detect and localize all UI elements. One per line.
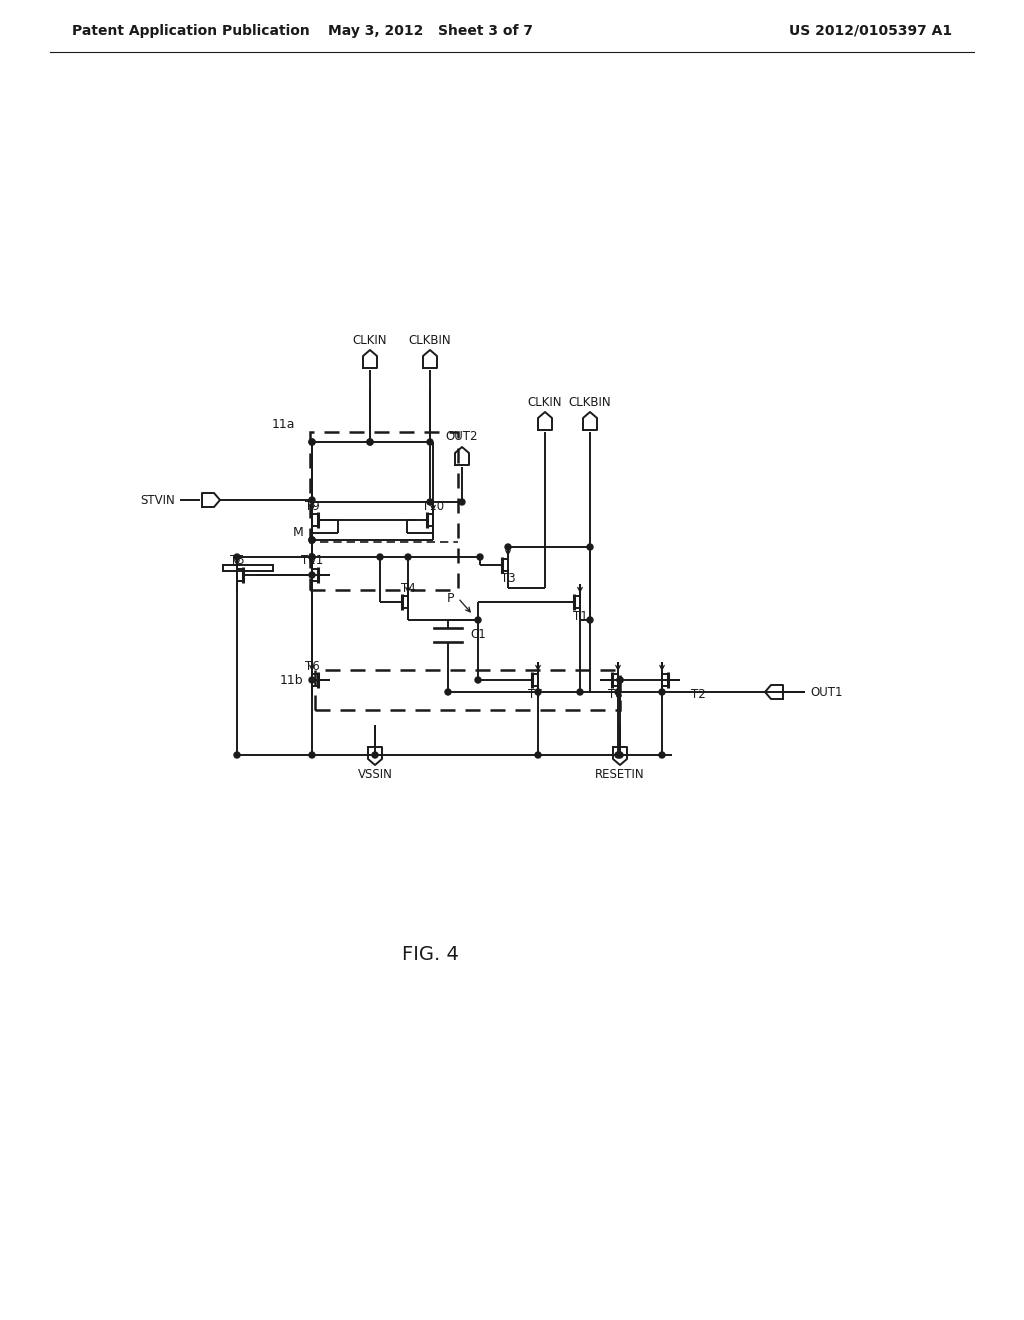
- Circle shape: [535, 752, 541, 758]
- Text: P: P: [446, 591, 454, 605]
- Text: 11a: 11a: [271, 418, 295, 432]
- Circle shape: [475, 616, 481, 623]
- Circle shape: [427, 440, 433, 445]
- Circle shape: [617, 677, 623, 682]
- Text: CLKBIN: CLKBIN: [409, 334, 452, 346]
- Bar: [315, 671, 620, 710]
- Circle shape: [577, 689, 583, 696]
- Circle shape: [587, 544, 593, 550]
- Text: OUT1: OUT1: [810, 685, 843, 698]
- Circle shape: [372, 752, 378, 758]
- Text: M: M: [293, 525, 303, 539]
- Circle shape: [309, 572, 315, 578]
- Text: RESETIN: RESETIN: [595, 768, 645, 781]
- Circle shape: [309, 498, 315, 503]
- Circle shape: [309, 537, 315, 543]
- Text: T8: T8: [607, 688, 623, 701]
- Circle shape: [377, 554, 383, 560]
- Bar: [310, 432, 458, 590]
- Circle shape: [659, 752, 665, 758]
- Circle shape: [427, 499, 433, 506]
- Circle shape: [505, 544, 511, 550]
- Circle shape: [367, 440, 373, 445]
- Text: T11: T11: [301, 554, 324, 568]
- Text: VSSIN: VSSIN: [357, 768, 392, 781]
- Circle shape: [234, 752, 240, 758]
- Bar: [223, 565, 273, 572]
- Circle shape: [309, 537, 315, 543]
- Text: CLKIN: CLKIN: [352, 334, 387, 346]
- Circle shape: [445, 689, 451, 696]
- Circle shape: [615, 689, 621, 696]
- Circle shape: [309, 537, 315, 543]
- Text: T3: T3: [501, 573, 515, 586]
- Text: OUT2: OUT2: [445, 430, 478, 444]
- Circle shape: [475, 677, 481, 682]
- Circle shape: [309, 440, 315, 445]
- Circle shape: [615, 752, 621, 758]
- Circle shape: [309, 752, 315, 758]
- Text: T1: T1: [572, 610, 588, 623]
- Text: T2: T2: [690, 688, 706, 701]
- Text: T9: T9: [304, 499, 319, 512]
- Text: Patent Application Publication: Patent Application Publication: [72, 24, 309, 38]
- Text: T6: T6: [304, 660, 319, 672]
- Circle shape: [367, 440, 373, 445]
- Text: May 3, 2012   Sheet 3 of 7: May 3, 2012 Sheet 3 of 7: [328, 24, 532, 38]
- Circle shape: [309, 677, 315, 682]
- Text: US 2012/0105397 A1: US 2012/0105397 A1: [788, 24, 952, 38]
- Circle shape: [309, 554, 315, 560]
- Text: CLKBIN: CLKBIN: [568, 396, 611, 408]
- Text: T5: T5: [229, 554, 245, 568]
- Text: T10: T10: [422, 499, 444, 512]
- Text: T4: T4: [400, 582, 416, 594]
- Circle shape: [535, 689, 541, 696]
- Circle shape: [309, 554, 315, 560]
- Circle shape: [659, 689, 665, 696]
- Circle shape: [587, 616, 593, 623]
- Text: CLKIN: CLKIN: [527, 396, 562, 408]
- Circle shape: [406, 554, 411, 560]
- Text: STVIN: STVIN: [140, 494, 175, 507]
- Circle shape: [617, 752, 623, 758]
- Text: T7: T7: [527, 688, 543, 701]
- Text: FIG. 4: FIG. 4: [401, 945, 459, 965]
- Circle shape: [234, 554, 240, 560]
- Circle shape: [309, 440, 315, 445]
- Circle shape: [477, 554, 483, 560]
- Circle shape: [459, 499, 465, 506]
- Text: C1: C1: [470, 628, 485, 642]
- Text: 11b: 11b: [280, 673, 303, 686]
- Circle shape: [617, 677, 623, 682]
